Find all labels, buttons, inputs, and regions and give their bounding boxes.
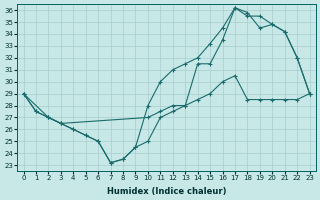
X-axis label: Humidex (Indice chaleur): Humidex (Indice chaleur): [107, 187, 226, 196]
